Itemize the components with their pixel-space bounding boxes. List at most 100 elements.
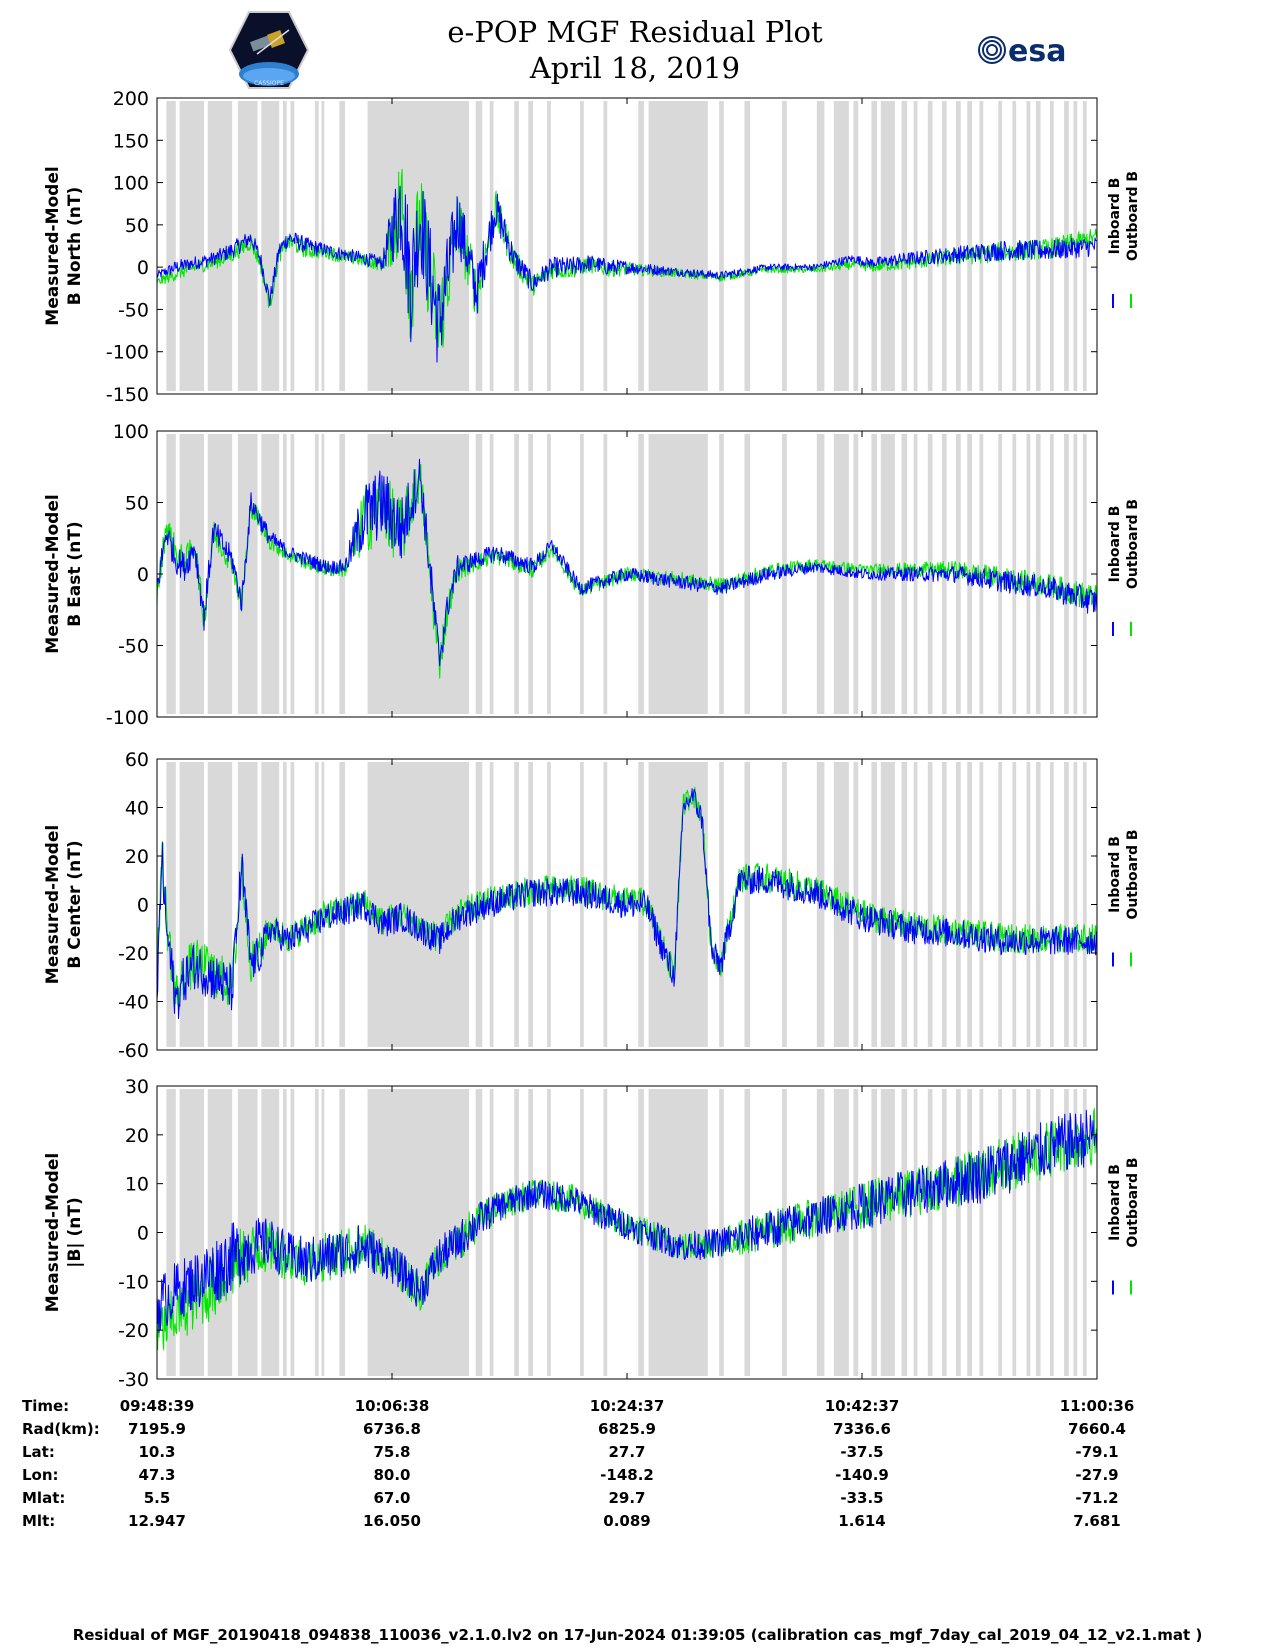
shade-interval xyxy=(967,101,972,391)
shade-interval xyxy=(998,1089,1003,1376)
shade-interval xyxy=(179,434,204,714)
shade-interval xyxy=(603,434,608,714)
legend-inboard-label: Inboard B xyxy=(1107,1164,1123,1241)
table-cell: -79.1 xyxy=(1075,1443,1118,1461)
table-row-label: Lon: xyxy=(22,1466,59,1484)
y-tick-label: -30 xyxy=(118,1369,149,1391)
y-tick-label: 0 xyxy=(137,564,149,586)
shade-interval xyxy=(580,101,584,391)
shade-interval xyxy=(314,434,319,714)
shade-interval xyxy=(1012,101,1017,391)
shade-interval xyxy=(528,762,533,1047)
table-cell: 7.681 xyxy=(1073,1512,1120,1530)
table-cell: -27.9 xyxy=(1075,1466,1118,1484)
table-cell: 7660.4 xyxy=(1068,1420,1126,1438)
shade-interval xyxy=(475,434,483,714)
shade-interval xyxy=(913,101,918,391)
shade-interval xyxy=(603,1089,608,1376)
shade-interval xyxy=(901,1089,908,1376)
y-tick-label: -60 xyxy=(118,1040,149,1062)
table-cell: 75.8 xyxy=(373,1443,410,1461)
y-tick-label: -20 xyxy=(118,943,149,965)
shade-interval xyxy=(744,762,751,1047)
shade-interval xyxy=(580,762,584,1047)
table-cell: 10:06:38 xyxy=(355,1397,430,1415)
shade-interval xyxy=(853,1089,859,1376)
shade-interval xyxy=(489,1089,494,1376)
ephemeris-table: Time: Rad(km): Lat: Lon: Mlat: Mlt: 09:48:39 71… xyxy=(22,1397,1134,1530)
table-row-label: Lat: xyxy=(22,1443,55,1461)
shade-interval xyxy=(1082,101,1087,391)
shade-interval xyxy=(475,101,483,391)
shade-interval xyxy=(580,1089,584,1376)
shade-interval xyxy=(261,101,280,391)
legend-labels: Inboard B Outboard B xyxy=(1107,829,1141,919)
shade-interval xyxy=(339,762,345,1047)
shade-interval xyxy=(166,434,176,714)
shade-interval xyxy=(603,762,608,1047)
shade-interval xyxy=(1050,434,1054,714)
table-cell: 11:00:36 xyxy=(1060,1397,1135,1415)
shade-interval xyxy=(237,434,258,714)
panel-3: -60 -40 -20 0 20 40 60 Measured-Model B Center (… xyxy=(43,749,1141,1062)
table-row-label: Mlat: xyxy=(22,1489,65,1507)
y-tick-label: 30 xyxy=(125,1076,149,1098)
y-tick-label: 100 xyxy=(113,421,149,443)
y-tick-label: 50 xyxy=(125,493,149,515)
shade-interval xyxy=(514,101,519,391)
shade-interval xyxy=(339,101,345,391)
table-cell: 7336.6 xyxy=(833,1420,891,1438)
y-tick-label: 0 xyxy=(137,257,149,279)
shade-interval xyxy=(1064,434,1069,714)
shade-interval xyxy=(166,1089,176,1376)
y-tick-label: 50 xyxy=(125,215,149,237)
shade-interval xyxy=(941,101,947,391)
shade-interval xyxy=(927,101,933,391)
shade-interval xyxy=(321,434,325,714)
y-axis-label: Measured-Model |B| (nT) xyxy=(43,1153,85,1312)
y-tick-label: 20 xyxy=(125,1125,149,1147)
y-tick-label: 0 xyxy=(137,1223,149,1245)
shade-interval xyxy=(179,762,204,1047)
table-cell: 6736.8 xyxy=(363,1420,421,1438)
shade-interval xyxy=(237,762,258,1047)
shade-interval xyxy=(1064,1089,1069,1376)
shade-interval xyxy=(321,1089,325,1376)
y-tick-label: 40 xyxy=(125,798,149,820)
shade-interval xyxy=(179,1089,204,1376)
table-row-label: Rad(km): xyxy=(22,1420,100,1438)
shade-interval xyxy=(913,1089,918,1376)
shade-interval xyxy=(782,101,787,391)
shade-interval xyxy=(880,1089,895,1376)
cassiope-logo-icon: CASSIOPE xyxy=(229,11,309,89)
shade-interval xyxy=(956,762,961,1047)
shade-interval xyxy=(719,434,724,714)
table-cell: 1.614 xyxy=(838,1512,885,1530)
shade-interval xyxy=(979,762,984,1047)
svg-text:esa: esa xyxy=(1008,34,1066,69)
shade-interval xyxy=(207,434,233,714)
y-axis-label-line-2: |B| (nT) xyxy=(65,1197,85,1268)
shade-interval xyxy=(1050,762,1054,1047)
shade-interval xyxy=(927,1089,933,1376)
legend-labels: Inboard B Outboard B xyxy=(1107,1157,1141,1247)
shade-interval xyxy=(547,101,551,391)
table-cell: 47.3 xyxy=(138,1466,175,1484)
shade-interval xyxy=(941,1089,947,1376)
title-line-2: April 18, 2019 xyxy=(529,51,741,85)
shade-interval xyxy=(282,762,287,1047)
y-axis-label-line-1: Measured-Model xyxy=(43,825,63,984)
y-tick-label: 0 xyxy=(137,895,149,917)
legend-labels: Inboard B Outboard B xyxy=(1107,171,1141,261)
shade-interval xyxy=(927,762,933,1047)
shade-interval xyxy=(1012,1089,1017,1376)
shade-interval xyxy=(179,101,204,391)
y-axis-label-line-1: Measured-Model xyxy=(43,1153,63,1312)
shade-interval xyxy=(314,1089,319,1376)
shade-interval xyxy=(880,101,895,391)
y-tick-label: 100 xyxy=(113,173,149,195)
title-line-1: e-POP MGF Residual Plot xyxy=(447,15,823,49)
shade-interval xyxy=(880,762,895,1047)
